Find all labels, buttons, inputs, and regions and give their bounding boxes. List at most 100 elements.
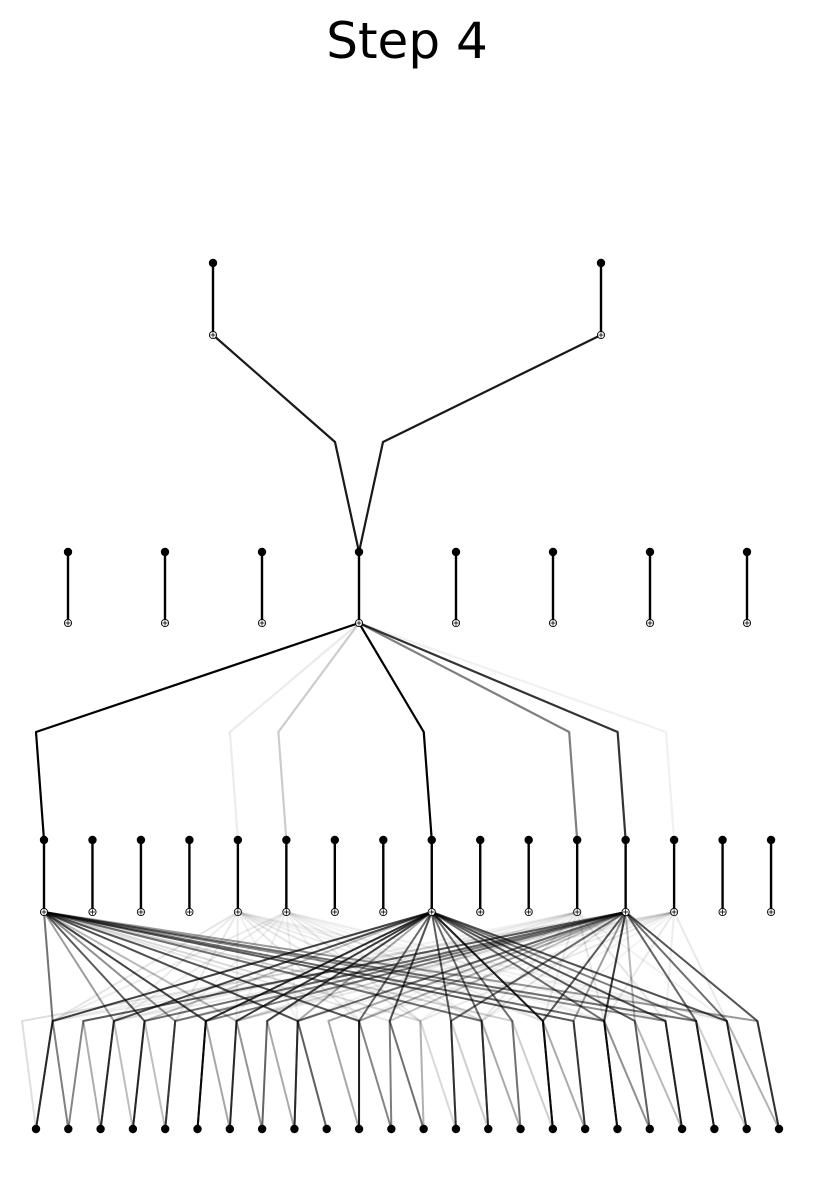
node-dot-l3-10 — [354, 1124, 364, 1134]
link-l2-12-to-l3-22 — [624, 911, 748, 1130]
link-l2-8-to-l3-0 — [35, 911, 433, 1130]
faint-link-l2-4-to-l3-2 — [99, 911, 239, 1130]
node-dot-l2-14 — [718, 835, 727, 845]
link-l2-8-to-l3-5 — [196, 911, 433, 1130]
node-dot-l3-13 — [451, 1124, 461, 1134]
node-dot-l3-5 — [193, 1124, 202, 1134]
page-title: Step 4 — [326, 12, 488, 70]
node-dot-l1-6 — [645, 547, 655, 557]
node-dot-l3-3 — [128, 1124, 138, 1134]
faint-link-l2-4-to-l3-22 — [237, 911, 748, 1130]
faint-link-l2-5-to-l3-4 — [164, 911, 288, 1130]
node-dot-l3-9 — [322, 1124, 331, 1134]
node-dot-l3-4 — [161, 1124, 170, 1134]
faint-link-l2-13-to-l3-2 — [99, 911, 675, 1130]
link-l2-8-to-l3-14 — [430, 911, 490, 1130]
link-l2-12-to-l3-20 — [624, 911, 684, 1130]
link-l0-0-to-l1-3 — [212, 334, 361, 553]
nodes-layer — [31, 258, 784, 1134]
link-l2-8-to-l3-1 — [51, 911, 433, 1130]
faint-link-l2-11-to-l3-2 — [99, 911, 578, 1130]
node-dot-l3-18 — [613, 1124, 622, 1134]
link-l2-12-to-l3-19 — [603, 911, 651, 1130]
link-l2-12-to-l3-8 — [293, 911, 626, 1130]
faint-link-l2-5-to-l3-22 — [286, 911, 748, 1130]
node-dot-l3-0 — [31, 1124, 41, 1134]
link-l2-12-to-l3-17 — [572, 911, 627, 1130]
node-dot-l0-1 — [596, 258, 606, 268]
faint-link-l2-11-to-l3-16 — [541, 911, 579, 1130]
faint-link-l2-4-to-l3-10 — [237, 911, 361, 1130]
node-dot-l0-0 — [208, 258, 218, 268]
faint-link-l2-13-to-l3-16 — [541, 911, 675, 1130]
link-l1-3-to-l2-11 — [358, 622, 579, 841]
node-dot-l2-4 — [233, 835, 243, 845]
link-l1-3-to-l2-8 — [358, 622, 433, 841]
link-l2-12-to-l3-12 — [388, 911, 627, 1130]
node-dot-l3-8 — [290, 1124, 299, 1134]
node-dot-l3-19 — [645, 1124, 654, 1134]
node-dot-l2-5 — [282, 835, 291, 845]
node-dot-l3-14 — [484, 1124, 493, 1134]
link-l2-12-to-l3-3 — [131, 911, 626, 1130]
faint-link-l2-13-to-l3-22 — [673, 911, 748, 1130]
link-l2-8-to-l3-8 — [266, 911, 433, 1130]
link-l2-0-to-l3-17 — [43, 911, 587, 1130]
faint-link-l2-11-to-l3-6 — [228, 911, 578, 1130]
edges-layer — [21, 334, 780, 1130]
link-l2-12-to-l3-4 — [164, 911, 626, 1130]
link-l2-8-to-l3-7 — [261, 911, 433, 1130]
link-l2-0-to-l3-4 — [43, 911, 177, 1130]
node-dot-l1-5 — [548, 547, 558, 557]
node-dot-l2-7 — [379, 835, 388, 845]
link-l2-8-to-l3-20 — [431, 911, 684, 1130]
link-l2-12-to-l3-5 — [196, 911, 626, 1130]
faint-link-l2-11-to-l3-18 — [576, 911, 619, 1130]
faint-link-l2-5-to-l3-14 — [285, 911, 490, 1130]
link-l2-12-to-l3-23 — [625, 911, 780, 1130]
faint-link-l2-11-to-l3-20 — [576, 911, 684, 1130]
link-l0-1-to-l1-3 — [357, 334, 602, 553]
node-dot-l3-22 — [742, 1124, 751, 1134]
faint-link-l2-13-to-l3-4 — [164, 911, 675, 1130]
node-dot-l2-6 — [330, 835, 340, 845]
link-l2-12-to-l3-6 — [204, 911, 626, 1130]
link-l2-8-to-l3-15 — [430, 911, 522, 1130]
node-dot-l1-4 — [451, 547, 461, 557]
node-dot-l2-1 — [88, 835, 97, 845]
faint-link-l2-13-to-l3-20 — [664, 911, 684, 1130]
faint-link-l2-11-to-l3-22 — [576, 911, 748, 1130]
faint-link-l2-4-to-l3-14 — [237, 911, 490, 1130]
faint-link-l2-13-to-l3-14 — [480, 911, 675, 1130]
link-l2-12-to-l3-18 — [603, 911, 627, 1130]
faint-link-l2-5-to-l3-6 — [228, 911, 288, 1130]
node-dot-l2-10 — [524, 835, 533, 845]
link-l2-8-to-l3-19 — [431, 911, 651, 1130]
faint-link-l2-5-to-l3-16 — [285, 911, 554, 1130]
node-dot-l2-15 — [766, 835, 776, 845]
link-l2-8-to-l3-10 — [358, 911, 433, 1130]
node-dot-l2-11 — [572, 835, 582, 845]
faint-link-l2-4-to-l3-16 — [237, 911, 554, 1130]
link-l2-8-to-l3-11 — [388, 911, 433, 1130]
node-dot-l3-21 — [710, 1124, 719, 1134]
node-dot-l3-1 — [64, 1124, 73, 1134]
node-dot-l2-12 — [621, 835, 630, 845]
node-dot-l3-12 — [419, 1124, 428, 1134]
link-l2-12-to-l3-15 — [480, 911, 627, 1130]
link-l2-12-to-l3-7 — [235, 911, 626, 1130]
faint-link-l2-11-to-l3-14 — [480, 911, 578, 1130]
link-l2-12-to-l3-13 — [449, 911, 627, 1130]
link-l2-12-to-l3-1 — [67, 911, 626, 1130]
node-dot-l3-23 — [774, 1124, 784, 1134]
node-dot-l2-3 — [185, 835, 194, 845]
faint-link-l2-11-to-l3-12 — [419, 911, 578, 1130]
faint-link-l2-11-to-l3-10 — [358, 911, 578, 1130]
node-dot-l3-6 — [225, 1124, 235, 1134]
faint-link-l2-5-to-l3-20 — [286, 911, 684, 1130]
faint-link-l2-5-to-l3-12 — [285, 911, 425, 1130]
link-l2-12-to-l3-11 — [358, 911, 627, 1130]
link-l2-12-to-l3-16 — [541, 911, 627, 1130]
faint-link-l2-13-to-l3-6 — [228, 911, 675, 1130]
